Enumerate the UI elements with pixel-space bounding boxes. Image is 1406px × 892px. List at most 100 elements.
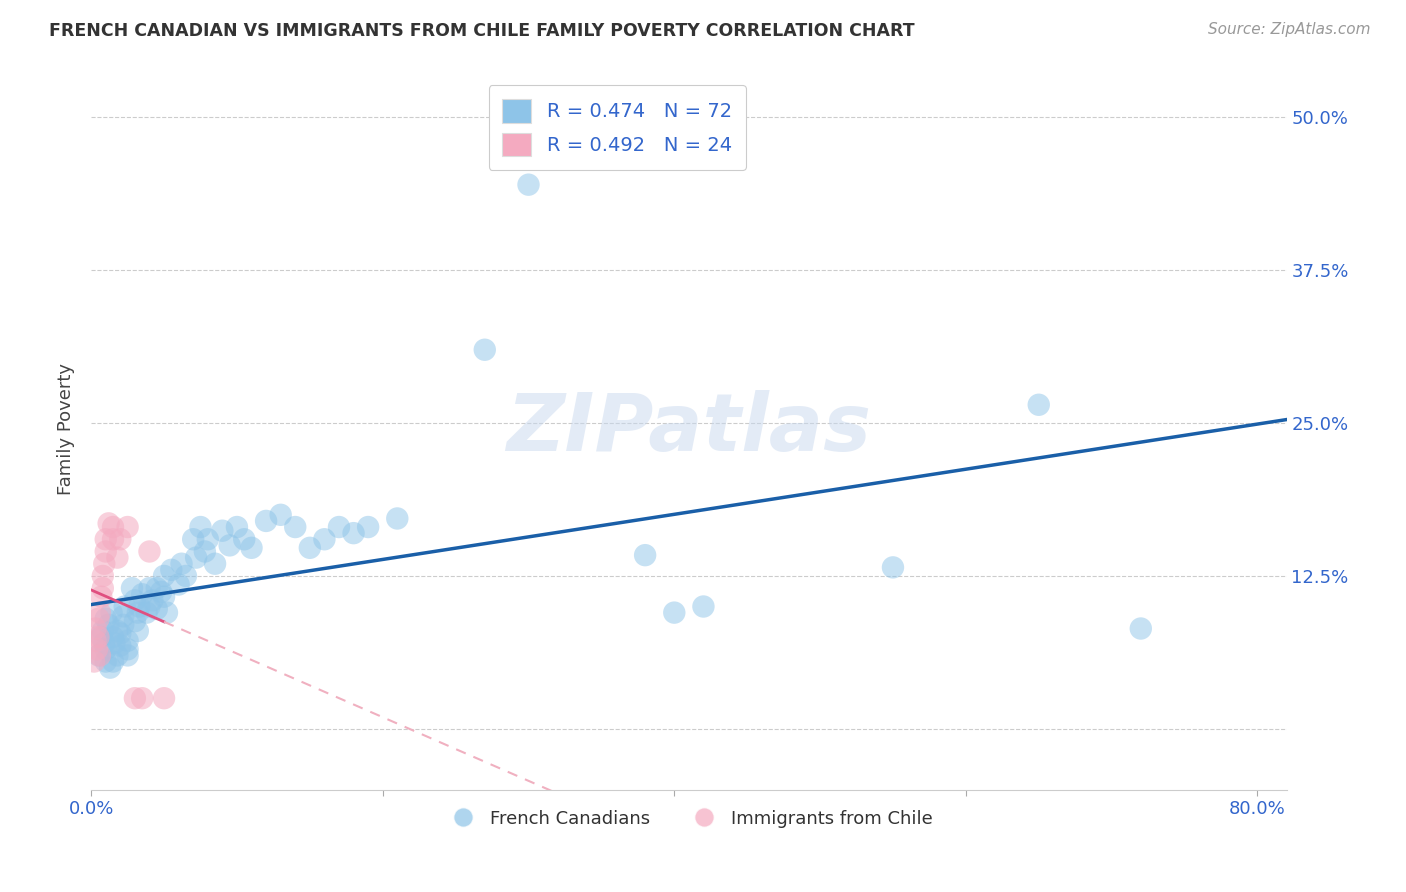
- Point: [94, 642, 117, 657]
- Legend: French Canadians, Immigrants from Chile: French Canadians, Immigrants from Chile: [437, 803, 941, 835]
- Point: [298, 541, 321, 555]
- Point: [474, 343, 496, 357]
- Point: [387, 511, 409, 525]
- Point: [1129, 622, 1152, 636]
- Point: [90, 630, 112, 644]
- Point: [174, 569, 197, 583]
- Point: [664, 606, 686, 620]
- Point: [270, 508, 292, 522]
- Point: [101, 630, 124, 644]
- Point: [121, 581, 143, 595]
- Point: [328, 520, 350, 534]
- Point: [128, 599, 150, 614]
- Point: [97, 516, 120, 531]
- Point: [138, 544, 160, 558]
- Point: [86, 642, 108, 657]
- Point: [94, 544, 117, 558]
- Point: [117, 633, 139, 648]
- Point: [94, 533, 117, 547]
- Point: [153, 590, 176, 604]
- Point: [100, 606, 122, 620]
- Point: [197, 533, 219, 547]
- Point: [110, 639, 132, 653]
- Point: [97, 618, 120, 632]
- Point: [93, 557, 115, 571]
- Point: [226, 520, 249, 534]
- Point: [167, 577, 190, 591]
- Y-axis label: Family Poverty: Family Poverty: [58, 363, 75, 495]
- Point: [153, 569, 176, 583]
- Point: [89, 606, 111, 620]
- Point: [153, 691, 176, 706]
- Point: [141, 593, 163, 607]
- Point: [124, 593, 146, 607]
- Point: [342, 526, 364, 541]
- Point: [117, 648, 139, 663]
- Point: [105, 550, 128, 565]
- Point: [87, 630, 110, 644]
- Point: [91, 581, 114, 595]
- Point: [131, 587, 153, 601]
- Point: [117, 520, 139, 534]
- Point: [882, 560, 904, 574]
- Point: [194, 544, 217, 558]
- Point: [218, 538, 240, 552]
- Point: [135, 606, 157, 620]
- Point: [314, 533, 336, 547]
- Text: ZIPatlas: ZIPatlas: [506, 390, 872, 468]
- Point: [357, 520, 380, 534]
- Point: [114, 599, 136, 614]
- Point: [101, 655, 124, 669]
- Point: [91, 569, 114, 583]
- Point: [101, 520, 124, 534]
- Text: Source: ZipAtlas.com: Source: ZipAtlas.com: [1208, 22, 1371, 37]
- Point: [145, 602, 167, 616]
- Point: [138, 599, 160, 614]
- Point: [138, 581, 160, 595]
- Text: FRENCH CANADIAN VS IMMIGRANTS FROM CHILE FAMILY POVERTY CORRELATION CHART: FRENCH CANADIAN VS IMMIGRANTS FROM CHILE…: [49, 22, 915, 40]
- Point: [87, 612, 110, 626]
- Point: [94, 612, 117, 626]
- Point: [83, 655, 105, 669]
- Point: [517, 178, 540, 192]
- Point: [87, 648, 110, 663]
- Point: [254, 514, 277, 528]
- Point: [156, 606, 179, 620]
- Point: [160, 563, 183, 577]
- Point: [127, 624, 149, 638]
- Point: [84, 622, 107, 636]
- Point: [131, 691, 153, 706]
- Point: [190, 520, 212, 534]
- Point: [240, 541, 263, 555]
- Point: [110, 626, 132, 640]
- Point: [634, 548, 657, 562]
- Point: [124, 691, 146, 706]
- Point: [112, 618, 135, 632]
- Point: [1028, 398, 1050, 412]
- Point: [112, 609, 135, 624]
- Point: [211, 524, 233, 538]
- Point: [93, 636, 115, 650]
- Point: [105, 624, 128, 638]
- Point: [90, 590, 112, 604]
- Point: [181, 533, 204, 547]
- Point: [94, 655, 117, 669]
- Point: [692, 599, 714, 614]
- Point: [110, 533, 132, 547]
- Point: [127, 606, 149, 620]
- Point: [284, 520, 307, 534]
- Point: [204, 557, 226, 571]
- Point: [117, 642, 139, 657]
- Point: [170, 557, 193, 571]
- Point: [103, 636, 125, 650]
- Point: [124, 614, 146, 628]
- Point: [145, 581, 167, 595]
- Point: [105, 648, 128, 663]
- Point: [91, 624, 114, 638]
- Point: [84, 633, 107, 648]
- Point: [150, 584, 173, 599]
- Point: [101, 533, 124, 547]
- Point: [184, 550, 207, 565]
- Point: [233, 533, 256, 547]
- Point: [98, 660, 121, 674]
